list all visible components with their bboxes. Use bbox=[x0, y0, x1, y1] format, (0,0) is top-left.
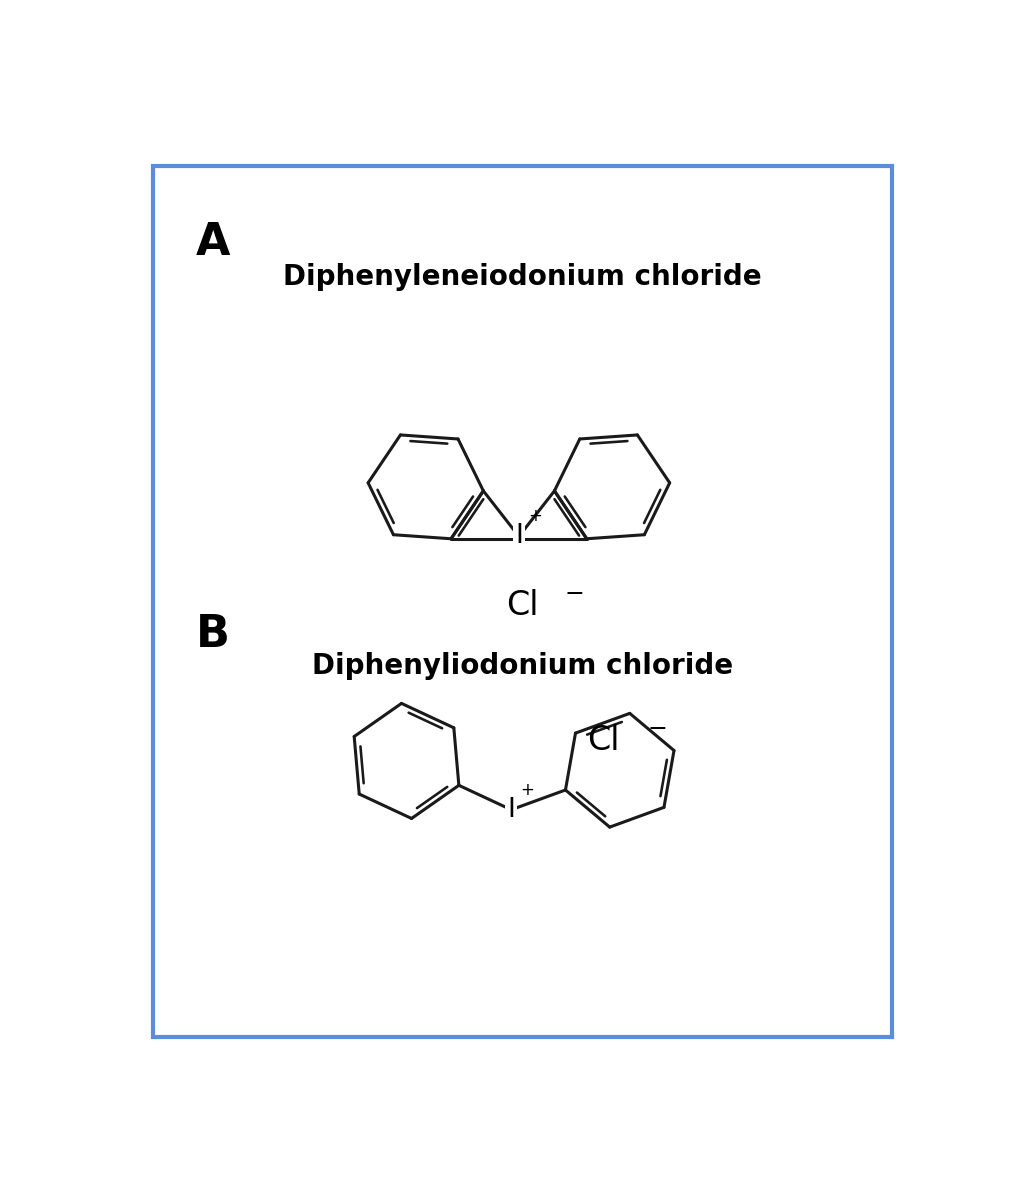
Text: A: A bbox=[196, 220, 229, 263]
Text: Diphenyliodonium chloride: Diphenyliodonium chloride bbox=[312, 651, 733, 680]
Text: +: + bbox=[528, 507, 541, 525]
Text: I: I bbox=[506, 797, 515, 823]
Text: I: I bbox=[515, 523, 523, 549]
Text: −: − bbox=[647, 717, 666, 741]
Text: −: − bbox=[564, 582, 584, 606]
Text: Diphenyleneiodonium chloride: Diphenyleneiodonium chloride bbox=[283, 263, 761, 291]
Text: Cl: Cl bbox=[506, 590, 538, 622]
FancyBboxPatch shape bbox=[153, 166, 892, 1037]
Text: B: B bbox=[196, 613, 229, 656]
Text: +: + bbox=[520, 781, 534, 799]
Text: Cl: Cl bbox=[587, 724, 620, 757]
